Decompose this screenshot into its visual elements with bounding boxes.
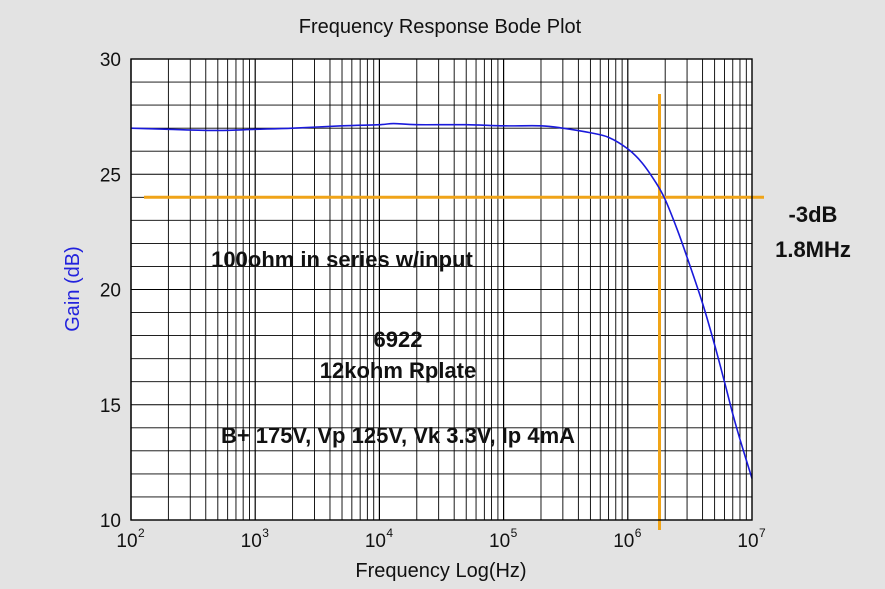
x-tick-exponent: 7 <box>759 526 766 540</box>
x-tick-label: 10 4 <box>365 526 394 552</box>
bias-annotation: B+ 175V, Vp 125V, Vk 3.3V, Ip 4mA <box>221 423 575 448</box>
chart-title: Frequency Response Bode Plot <box>299 16 582 38</box>
y-tick-label: 10 <box>100 511 121 532</box>
x-axis-label: Frequency Log(Hz) <box>355 560 526 582</box>
plate-resistor-annotation: 12kohm Rplate <box>320 358 477 383</box>
y-tick-labels: 10 15 20 25 30 <box>100 50 121 532</box>
x-tick-label: 10 6 <box>613 526 642 552</box>
x-tick-label: 10 2 <box>116 526 145 552</box>
series-line <box>130 122 753 479</box>
x-tick-label: 10 3 <box>241 526 270 552</box>
y-tick-label: 25 <box>100 165 121 186</box>
x-tick-base: 10 <box>241 531 262 552</box>
reference-lines <box>144 94 764 530</box>
grid <box>130 58 752 521</box>
x-tick-exponent: 4 <box>386 526 393 540</box>
tube-annotation: 6922 <box>374 327 423 352</box>
y-tick-label: 15 <box>100 396 121 417</box>
x-tick-labels: 10 2 10 3 10 4 10 5 10 6 10 7 <box>116 526 766 552</box>
x-tick-base: 10 <box>737 531 758 552</box>
x-tick-base: 10 <box>116 531 137 552</box>
y-tick-label: 30 <box>100 50 121 71</box>
x-tick-exponent: 6 <box>635 526 642 540</box>
x-tick-exponent: 2 <box>138 526 145 540</box>
x-tick-base: 10 <box>613 531 634 552</box>
series-resistor-annotation: 100ohm in series w/input <box>211 247 473 272</box>
x-tick-exponent: 5 <box>511 526 518 540</box>
x-tick-base: 10 <box>365 531 386 552</box>
cutoff-freq-annotation: 1.8MHz <box>775 237 851 262</box>
y-tick-label: 20 <box>100 281 121 302</box>
y-axis-label: Gain (dB) <box>62 246 84 332</box>
x-tick-base: 10 <box>489 531 510 552</box>
cutoff-db-annotation: -3dB <box>789 202 838 227</box>
x-tick-label: 10 7 <box>737 526 766 552</box>
x-tick-label: 10 5 <box>489 526 518 552</box>
plot-frame <box>130 58 753 521</box>
x-tick-exponent: 3 <box>262 526 269 540</box>
